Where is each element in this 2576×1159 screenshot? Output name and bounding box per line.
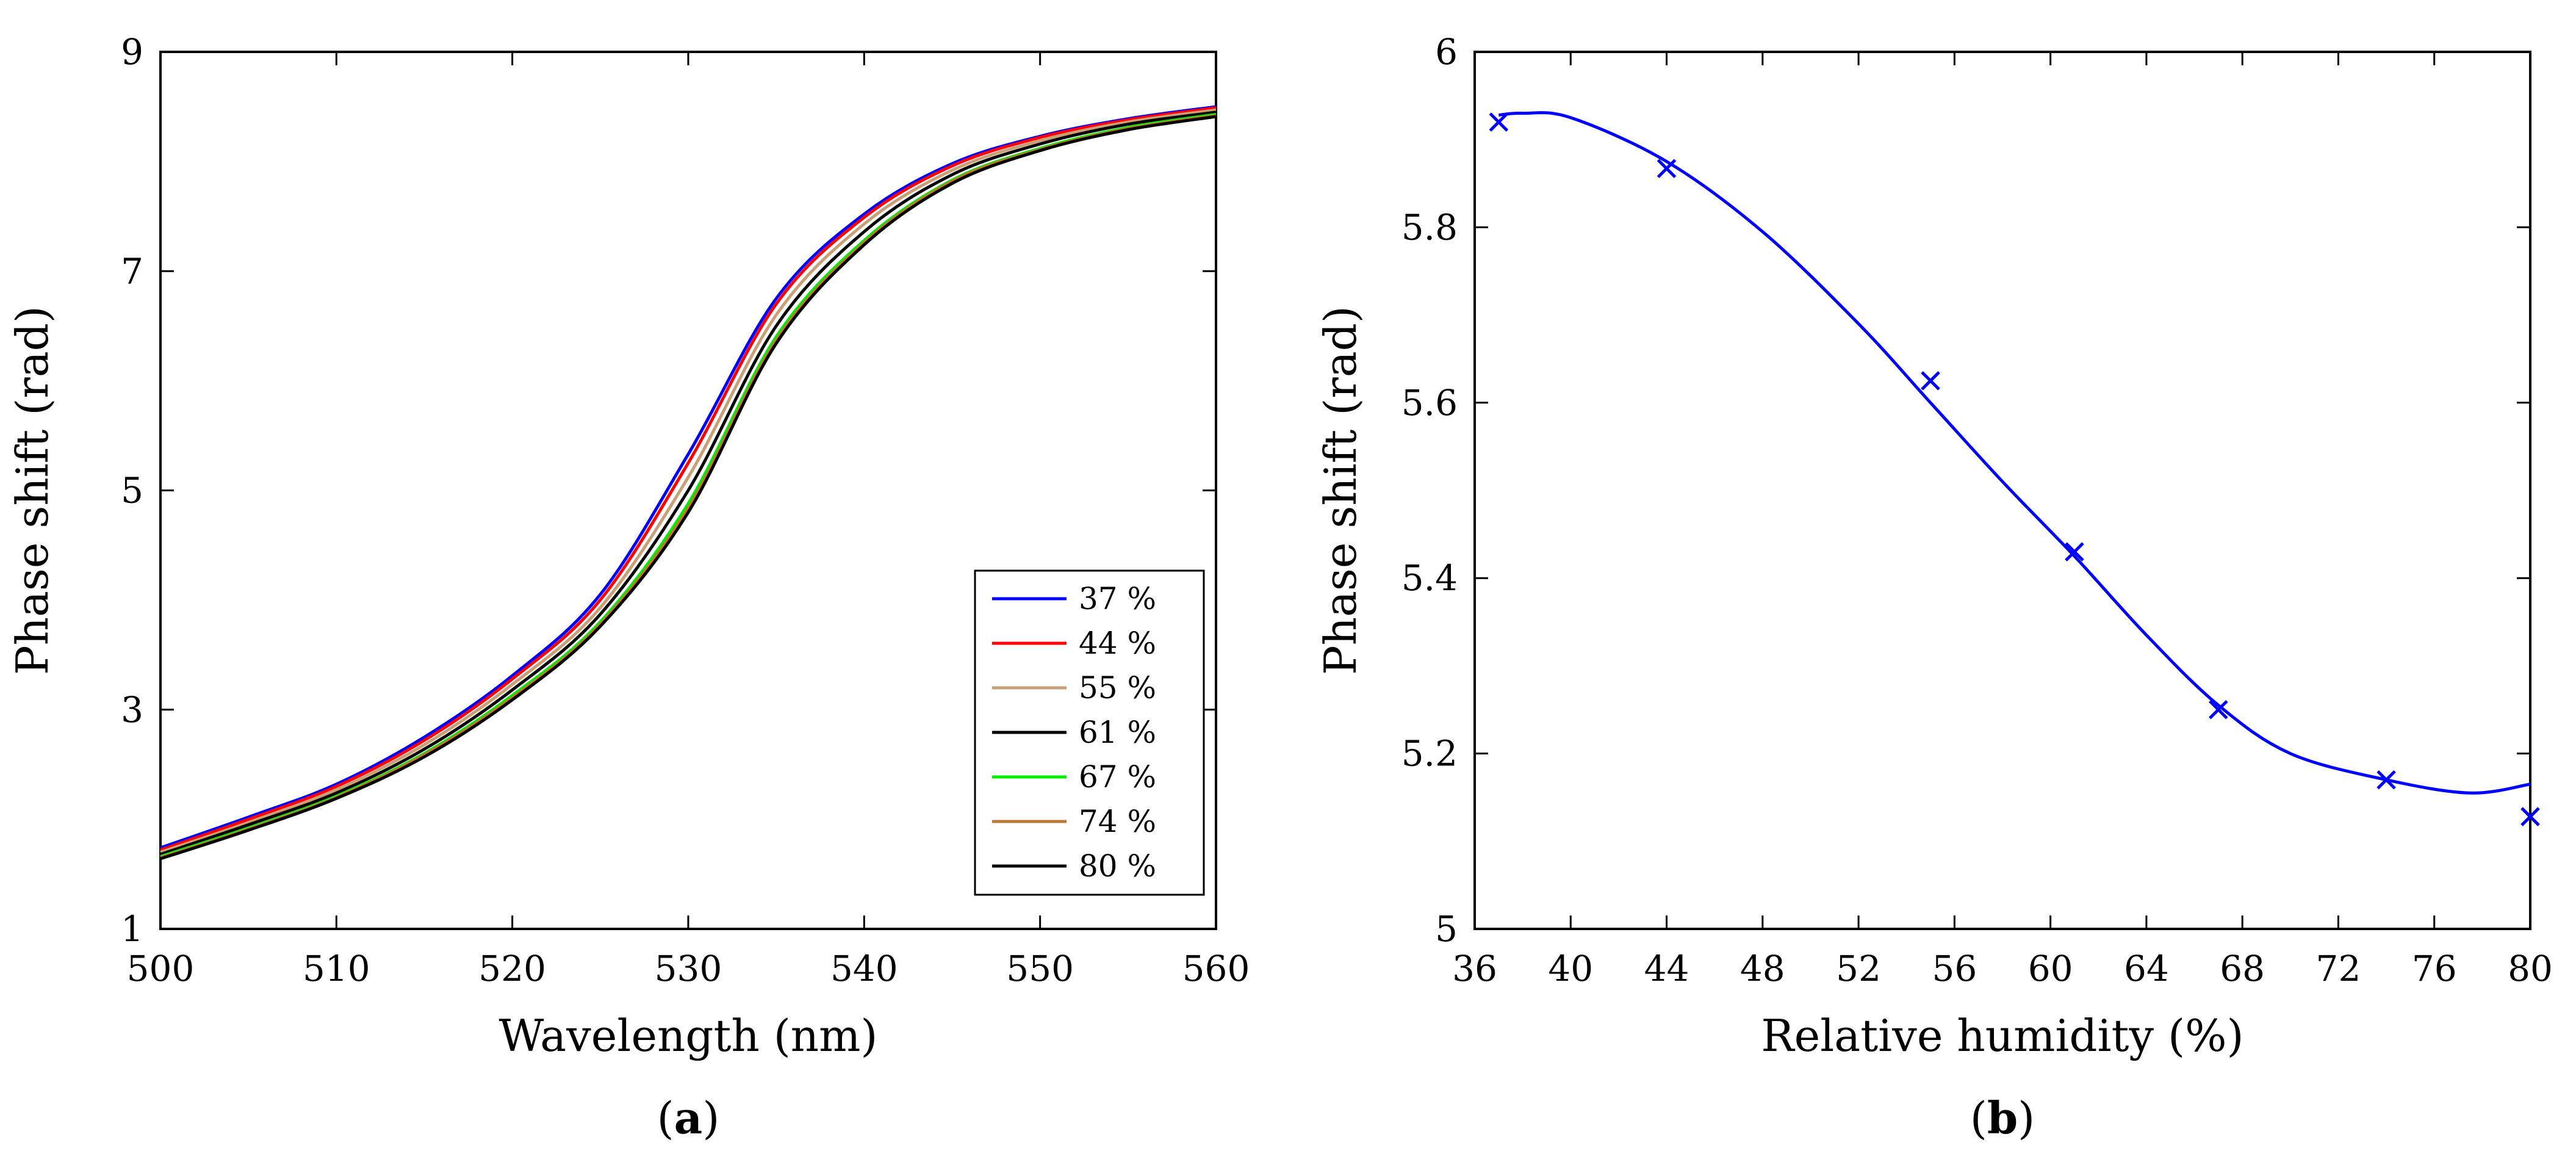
- marker-stroke: [2520, 807, 2540, 826]
- data-point-marker: [2065, 542, 2084, 561]
- x-tick-label: 64: [2124, 948, 2169, 989]
- y-tick-label: 5: [121, 470, 143, 511]
- y-tick-label: 5.4: [1401, 557, 1458, 599]
- y-axis-label: Phase shift (rad): [7, 306, 58, 675]
- series-line-55-percent: [160, 108, 1217, 854]
- x-tick-label: 500: [127, 948, 195, 989]
- y-tick-label: 5.2: [1401, 733, 1458, 774]
- y-tick-label: 3: [121, 689, 143, 731]
- y-tick-label: 7: [121, 250, 143, 292]
- y-tick-label: 1: [121, 908, 143, 950]
- legend-entry: 55 %: [1079, 670, 1156, 706]
- x-tick-label: 530: [655, 948, 722, 989]
- x-tick-label: 60: [2028, 948, 2073, 989]
- legend-entry: 67 %: [1079, 759, 1156, 795]
- panel-caption: (b): [1970, 1092, 2035, 1144]
- x-tick-label: 540: [830, 948, 898, 989]
- x-tick-label: 56: [1932, 948, 1977, 989]
- legend-entry: 74 %: [1079, 804, 1156, 839]
- x-tick-label: 560: [1182, 948, 1250, 989]
- panel-caption-letter: a: [674, 1092, 703, 1144]
- x-tick-label: 40: [1548, 948, 1593, 989]
- y-axis-label: Phase shift (rad): [1315, 306, 1366, 675]
- marker-stroke: [2209, 699, 2228, 720]
- data-point-marker: [2209, 699, 2228, 720]
- series-line-61-percent: [160, 110, 1217, 856]
- x-tick-label: 510: [303, 948, 370, 989]
- marker-stroke: [1921, 371, 1940, 391]
- data-point-marker: [1921, 371, 1940, 391]
- x-tick-label: 72: [2316, 948, 2361, 989]
- marker-stroke: [2065, 542, 2084, 561]
- marker-stroke: [1489, 112, 1509, 132]
- plot-frame: [1473, 51, 2531, 930]
- legend: 37 % 44 % 55 % 61 % 67 % 74 % 80 %: [974, 569, 1205, 896]
- x-tick-label: 550: [1006, 948, 1074, 989]
- y-tick-label: 6: [1435, 31, 1458, 73]
- marker-stroke: [2376, 770, 2396, 790]
- legend-entry: 61 %: [1079, 715, 1156, 750]
- data-point-marker: [2520, 807, 2540, 826]
- legend-entry: 80 %: [1079, 848, 1156, 884]
- marker-stroke: [1657, 159, 1677, 178]
- x-axis-label: Wavelength (nm): [498, 1010, 877, 1061]
- data-point-marker: [1489, 112, 1509, 132]
- legend-entry: 37 %: [1079, 581, 1156, 616]
- x-tick-label: 36: [1452, 948, 1497, 989]
- x-tick-label: 80: [2508, 948, 2553, 989]
- series-line-80-percent: [160, 115, 1217, 861]
- x-tick-label: 48: [1740, 948, 1785, 989]
- panel-a-chart: 500 510 520 530 540 550 560 1 3 5 7 9 Wavelength (nm…: [7, 31, 1250, 1144]
- y-tick-label: 5.6: [1401, 382, 1458, 424]
- panel-b-chart: 36 40 44 48 52 56 60 64 68 72 76 80 5 5.2 5.4 5.6 5.8 6 Re…: [1315, 31, 2553, 1144]
- y-tick-label: 9: [121, 31, 143, 73]
- series-line-44-percent: [160, 106, 1217, 852]
- y-tick-label: 5.8: [1401, 206, 1458, 248]
- x-tick-label: 44: [1644, 948, 1689, 989]
- x-tick-label: 68: [2220, 948, 2265, 989]
- data-point-marker: [1657, 159, 1677, 178]
- data-point-marker: [2376, 770, 2396, 790]
- x-tick-label: 520: [478, 948, 546, 989]
- panel-caption-letter: b: [1987, 1092, 2018, 1144]
- panel-caption: (a): [657, 1092, 720, 1144]
- x-axis-label: Relative humidity (%): [1761, 1010, 2243, 1061]
- legend-entry: 44 %: [1079, 626, 1156, 661]
- x-tick-label: 76: [2412, 948, 2457, 989]
- fit-curve: [1498, 111, 2531, 795]
- x-tick-label: 52: [1836, 948, 1881, 989]
- y-tick-label: 5: [1435, 908, 1458, 950]
